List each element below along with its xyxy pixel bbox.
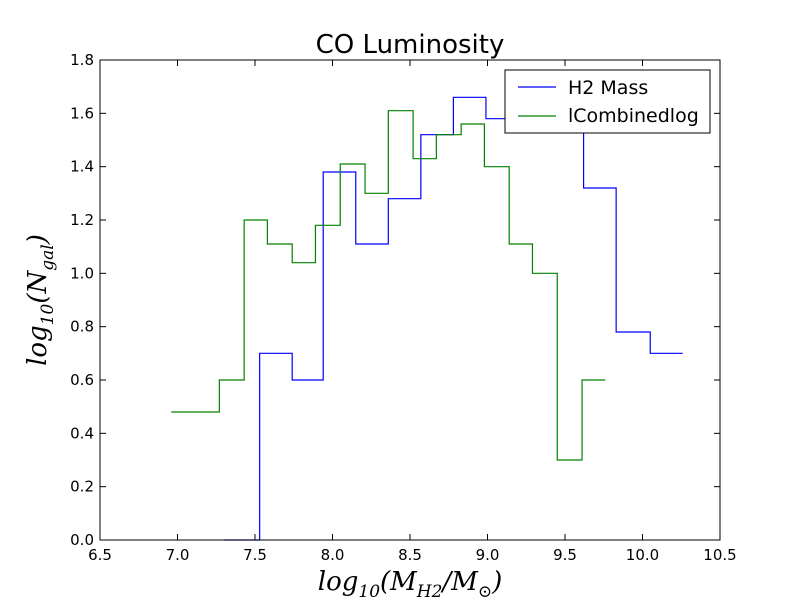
plot-area (99, 59, 721, 541)
y-axis-label: log10(Ngal) (23, 234, 58, 366)
x-tick-labels: 6.5 7.0 7.5 8.0 8.5 9.0 9.5 10.0 10.5 (88, 546, 737, 564)
y-tick-label: 1.2 (70, 211, 94, 229)
y-tick-label: 0.8 (70, 318, 94, 336)
x-tick-label: 8.5 (398, 546, 422, 564)
x-tick-label: 10.0 (626, 546, 659, 564)
x-tick-label: 7.0 (166, 546, 190, 564)
y-tick-label: 1.4 (70, 158, 94, 176)
x-tick-label: 9.5 (553, 546, 577, 564)
y-tick-labels: 0.0 0.2 0.4 0.6 0.8 1.0 1.2 1.4 1.6 1.8 (70, 51, 94, 549)
x-tick-label: 7.5 (243, 546, 267, 564)
y-tick-label: 0.6 (70, 371, 94, 389)
y-tick-label: 1.0 (70, 264, 94, 282)
plot-frame (99, 59, 721, 541)
y-tick-label: 0.2 (70, 478, 94, 496)
legend-label-lcombinedlog: lCombinedlog (568, 105, 699, 127)
series-layer (171, 96, 683, 541)
legend-box (504, 69, 711, 134)
chart-title: CO Luminosity (316, 30, 505, 60)
series-line-lcombinedlog (171, 110, 606, 461)
legend-label-h2-mass: H2 Mass (568, 77, 648, 99)
y-tick-label: 0.4 (70, 424, 94, 442)
x-axis-label: log10(MH2/M⊙) (318, 567, 503, 600)
legend: H2 Mass lCombinedlog (504, 69, 711, 134)
x-tick-label: 8.0 (321, 546, 345, 564)
y-tick-label: 1.6 (70, 104, 94, 122)
x-tick-label: 9.0 (476, 546, 500, 564)
x-tick-label: 10.5 (703, 546, 736, 564)
x-tick-label: 6.5 (88, 546, 112, 564)
y-tick-label: 0.0 (70, 531, 94, 549)
y-tick-label: 1.8 (70, 51, 94, 69)
